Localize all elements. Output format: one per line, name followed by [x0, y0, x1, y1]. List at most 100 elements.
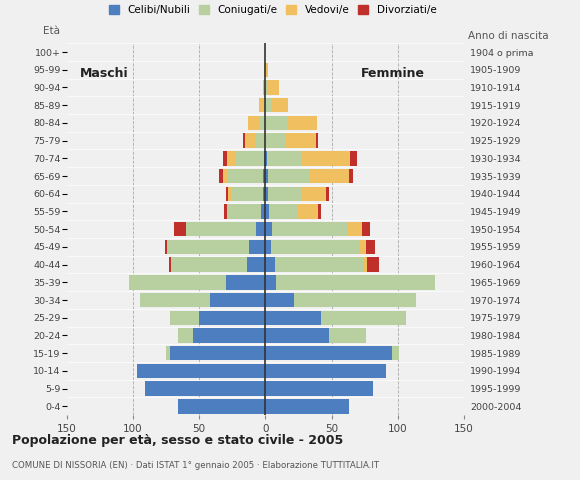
- Bar: [301, 187, 327, 201]
- Bar: [266, 240, 271, 254]
- Text: Maschi: Maschi: [80, 67, 129, 80]
- Bar: [266, 257, 274, 272]
- Bar: [266, 346, 393, 360]
- Bar: [264, 98, 266, 112]
- Text: Popolazione per età, sesso e stato civile - 2005: Popolazione per età, sesso e stato civil…: [12, 434, 343, 447]
- Bar: [140, 293, 210, 307]
- Bar: [266, 62, 268, 77]
- Bar: [227, 204, 229, 219]
- Bar: [287, 116, 317, 130]
- Bar: [295, 293, 416, 307]
- Bar: [227, 151, 235, 166]
- Bar: [269, 204, 297, 219]
- Bar: [169, 257, 171, 272]
- Bar: [229, 187, 231, 201]
- Bar: [255, 133, 266, 148]
- Text: Età: Età: [43, 26, 60, 36]
- Bar: [262, 204, 266, 219]
- Bar: [329, 328, 366, 343]
- Bar: [268, 169, 309, 183]
- Bar: [271, 240, 360, 254]
- Bar: [274, 257, 363, 272]
- Bar: [263, 187, 266, 201]
- Bar: [259, 98, 264, 112]
- Bar: [266, 116, 287, 130]
- Bar: [219, 169, 223, 183]
- Bar: [266, 204, 269, 219]
- Bar: [178, 399, 266, 414]
- Bar: [267, 80, 278, 95]
- Bar: [367, 257, 379, 272]
- Bar: [165, 240, 168, 254]
- Bar: [271, 98, 288, 112]
- Bar: [247, 257, 266, 272]
- Bar: [264, 62, 266, 77]
- Bar: [266, 187, 268, 201]
- Bar: [256, 222, 266, 237]
- Bar: [266, 80, 267, 95]
- Bar: [347, 222, 362, 237]
- Bar: [249, 240, 266, 254]
- Bar: [174, 222, 186, 237]
- Bar: [223, 169, 229, 183]
- Bar: [366, 240, 375, 254]
- Bar: [137, 364, 266, 378]
- Bar: [266, 399, 349, 414]
- Bar: [243, 133, 245, 148]
- Bar: [363, 257, 367, 272]
- Bar: [362, 222, 370, 237]
- Bar: [276, 275, 435, 289]
- Bar: [266, 222, 272, 237]
- Bar: [268, 187, 301, 201]
- Bar: [266, 151, 267, 166]
- Bar: [263, 80, 266, 95]
- Bar: [193, 328, 266, 343]
- Bar: [349, 169, 353, 183]
- Bar: [223, 151, 227, 166]
- Bar: [266, 382, 372, 396]
- Bar: [168, 240, 249, 254]
- Legend: Celibi/Nubili, Coniugati/e, Vedovi/e, Divorziati/e: Celibi/Nubili, Coniugati/e, Vedovi/e, Di…: [109, 5, 436, 15]
- Text: COMUNE DI NISSORIA (EN) · Dati ISTAT 1° gennaio 2005 · Elaborazione TUTTITALIA.I: COMUNE DI NISSORIA (EN) · Dati ISTAT 1° …: [12, 461, 379, 470]
- Bar: [266, 169, 268, 183]
- Bar: [318, 204, 321, 219]
- Bar: [231, 187, 263, 201]
- Bar: [171, 257, 247, 272]
- Text: Anno di nascita: Anno di nascita: [468, 31, 549, 41]
- Bar: [178, 328, 193, 343]
- Bar: [267, 151, 301, 166]
- Bar: [229, 204, 262, 219]
- Bar: [272, 222, 347, 237]
- Bar: [309, 169, 349, 183]
- Bar: [266, 275, 276, 289]
- Bar: [350, 151, 357, 166]
- Bar: [266, 328, 329, 343]
- Text: Femmine: Femmine: [361, 67, 425, 80]
- Bar: [301, 151, 350, 166]
- Bar: [170, 311, 199, 325]
- Bar: [393, 346, 399, 360]
- Bar: [145, 382, 266, 396]
- Bar: [266, 293, 295, 307]
- Bar: [129, 275, 226, 289]
- Bar: [266, 364, 386, 378]
- Bar: [170, 346, 266, 360]
- Bar: [297, 204, 318, 219]
- Bar: [226, 187, 229, 201]
- Bar: [266, 311, 321, 325]
- Bar: [266, 133, 285, 148]
- Bar: [245, 133, 255, 148]
- Bar: [285, 133, 316, 148]
- Bar: [321, 311, 406, 325]
- Bar: [199, 311, 266, 325]
- Bar: [248, 116, 260, 130]
- Bar: [226, 275, 266, 289]
- Bar: [229, 169, 263, 183]
- Bar: [186, 222, 256, 237]
- Bar: [263, 169, 266, 183]
- Bar: [316, 133, 318, 148]
- Bar: [235, 151, 264, 166]
- Bar: [266, 98, 271, 112]
- Bar: [224, 204, 227, 219]
- Bar: [260, 116, 266, 130]
